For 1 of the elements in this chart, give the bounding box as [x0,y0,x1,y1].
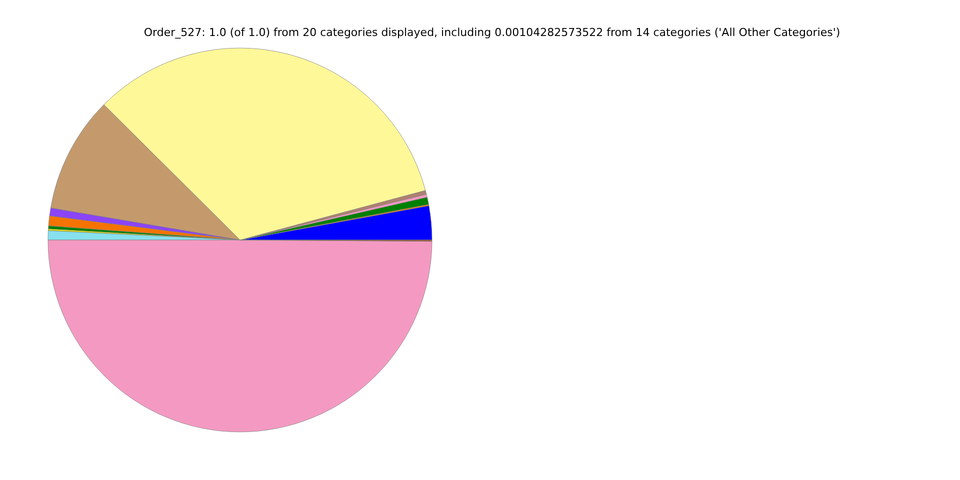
text: Order_527: 1.0 (of 1.0) from 20 categories displayed, including 0.00104282573522 from 14 categories ('All Other Categories') [144,26,840,39]
